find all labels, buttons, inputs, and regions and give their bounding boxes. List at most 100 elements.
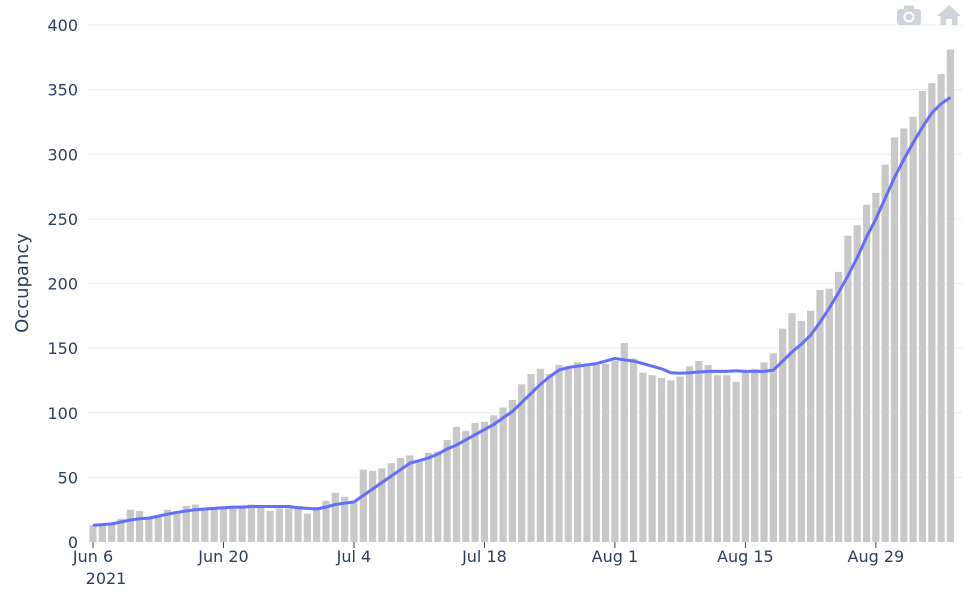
bar (247, 504, 256, 542)
bar (769, 353, 777, 542)
bar (807, 310, 815, 542)
bar (257, 505, 265, 542)
bar (611, 361, 619, 542)
bar (229, 505, 237, 542)
bar (797, 320, 805, 542)
y-tick-label: 150 (47, 339, 78, 358)
bar (490, 415, 498, 542)
bar (480, 421, 489, 542)
bar (555, 364, 563, 542)
y-tick-label: 250 (47, 210, 78, 229)
bar (639, 372, 647, 542)
bar (676, 376, 684, 542)
bar (629, 358, 638, 542)
bar (574, 362, 582, 542)
bar (564, 368, 572, 542)
bar (154, 516, 162, 542)
bar (648, 375, 656, 542)
bar (602, 363, 610, 542)
x-tick-year: 2021 (86, 569, 127, 588)
bar (145, 518, 153, 542)
bar (657, 377, 666, 542)
bar (322, 500, 330, 542)
y-axis: 0 50 100 150 200 250 300 350 400 (47, 16, 78, 552)
bar (331, 492, 339, 542)
y-tick-label: 300 (47, 145, 78, 164)
bar (667, 380, 675, 542)
bar (173, 510, 181, 542)
bar (779, 328, 787, 542)
bar (443, 439, 451, 542)
bar (592, 364, 600, 542)
y-axis-label: Occupancy (12, 233, 33, 333)
bar (946, 49, 955, 543)
y-tick-label: 0 (68, 533, 78, 552)
bar (350, 500, 358, 542)
bar (471, 423, 479, 542)
x-tick-label: Jul 18 (461, 547, 507, 566)
bar (424, 452, 433, 542)
bar (751, 368, 759, 542)
bar (825, 288, 833, 542)
bar (788, 313, 796, 542)
bar (462, 430, 470, 542)
x-tick-label: Aug 29 (848, 547, 905, 566)
bar (313, 507, 321, 542)
bar (816, 289, 824, 542)
bar (835, 271, 843, 542)
home-icon[interactable] (936, 4, 962, 26)
bar (275, 508, 283, 542)
y-tick-label: 400 (47, 16, 78, 35)
bar (359, 469, 367, 542)
bar (732, 381, 740, 542)
bar (900, 128, 908, 542)
y-tick-label: 350 (47, 81, 78, 100)
bar (126, 509, 134, 542)
bar (108, 523, 116, 542)
bar (695, 361, 703, 542)
bar (434, 451, 442, 542)
bar-series (89, 49, 955, 543)
bar (117, 518, 125, 542)
bar (890, 137, 899, 542)
bar (583, 366, 591, 542)
camera-icon[interactable] (896, 4, 922, 26)
bar (872, 193, 880, 542)
bar (378, 468, 386, 542)
bar (928, 83, 936, 542)
bar (760, 362, 768, 542)
bar (881, 164, 889, 542)
bar (238, 507, 246, 542)
bar (909, 116, 917, 542)
bar (685, 366, 694, 542)
y-tick-label: 50 (58, 468, 78, 487)
bar (387, 463, 395, 542)
bar (518, 384, 526, 542)
bar (191, 504, 200, 542)
gridlines (88, 24, 962, 543)
x-tick-label: Aug 15 (717, 547, 774, 566)
bar (266, 510, 274, 542)
bar (89, 525, 97, 542)
bar (499, 407, 507, 542)
bar (704, 364, 712, 542)
x-tick-label: Jul 4 (336, 547, 372, 566)
bar (918, 90, 927, 542)
bar (303, 513, 311, 542)
bar (98, 525, 106, 542)
bar (620, 342, 628, 542)
bar (546, 373, 554, 542)
bar (452, 426, 461, 542)
x-tick-label: Jun 6 (72, 547, 113, 566)
bar (415, 460, 423, 542)
y-tick-label: 200 (47, 275, 78, 294)
bar (713, 375, 722, 542)
bar (527, 373, 535, 542)
moving-average-line (92, 96, 952, 527)
bar (285, 508, 293, 542)
bar (369, 470, 377, 542)
line-series (92, 96, 952, 527)
bar (294, 505, 302, 542)
